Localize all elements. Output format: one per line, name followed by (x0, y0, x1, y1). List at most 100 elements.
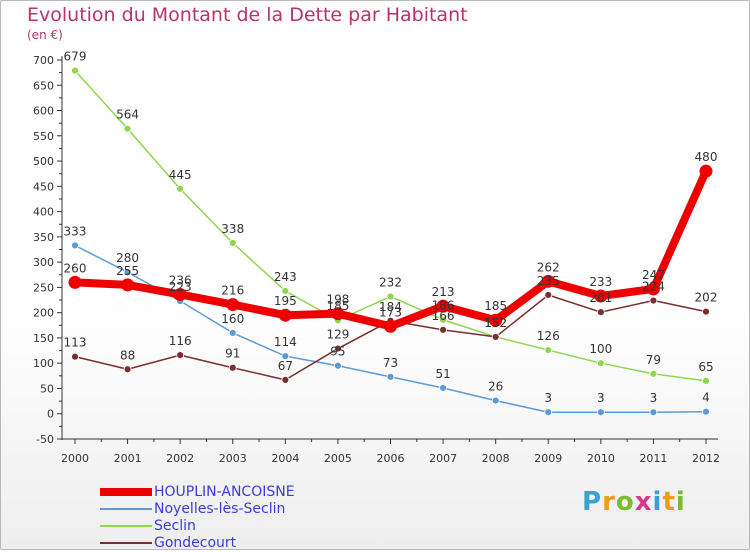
data-label: 235 (537, 274, 560, 288)
data-label: 213 (432, 285, 455, 299)
legend-item: HOUPLIN-ANCOISNE (100, 484, 295, 501)
logo-letter: i (675, 487, 686, 517)
data-point (281, 375, 290, 384)
data-point (331, 307, 345, 321)
data-point (544, 291, 553, 299)
y-tick-label: 500 (33, 155, 54, 168)
data-label: 152 (484, 316, 507, 330)
data-label: 185 (326, 299, 349, 313)
logo-letter: i (652, 487, 663, 517)
data-point (649, 408, 658, 417)
data-label: 195 (274, 294, 297, 308)
data-label: 114 (274, 335, 297, 349)
data-point (281, 287, 290, 295)
data-point (281, 352, 290, 361)
data-point (439, 384, 447, 392)
data-label: 333 (64, 224, 87, 238)
y-tick-label: 200 (33, 307, 54, 320)
logo-letter: r (602, 487, 616, 517)
legend-swatch (100, 508, 152, 510)
data-point (439, 325, 447, 334)
data-point (646, 282, 660, 296)
y-tick-label: 400 (33, 206, 54, 219)
x-tick-label: 2002 (166, 452, 194, 465)
y-tick-label: 450 (33, 180, 54, 193)
data-label: 95 (330, 345, 345, 359)
data-label: 88 (120, 348, 135, 362)
data-point (594, 289, 608, 303)
data-point (544, 346, 553, 354)
legend-item: Seclin (100, 518, 295, 535)
data-label: 480 (695, 150, 718, 164)
x-tick-label: 2003 (219, 452, 247, 465)
x-tick-label: 2000 (61, 452, 89, 465)
x-tick-label: 2004 (271, 452, 299, 465)
data-label: 260 (64, 261, 87, 275)
y-tick-label: 550 (33, 130, 54, 143)
data-label: 126 (537, 329, 560, 343)
data-point (334, 361, 342, 370)
x-tick-label: 2009 (534, 452, 562, 465)
data-label: 51 (435, 367, 450, 381)
data-point (71, 66, 79, 75)
data-label: 236 (169, 273, 192, 287)
data-label: 186 (432, 299, 455, 313)
data-point (228, 239, 237, 247)
data-label: 224 (642, 280, 665, 294)
x-tick-label: 2008 (482, 452, 510, 465)
logo-letter: x (634, 487, 653, 517)
data-label: 280 (116, 251, 139, 265)
data-point (702, 407, 710, 416)
data-label: 216 (221, 284, 244, 298)
legend-label: Seclin (154, 518, 196, 534)
data-point (123, 365, 132, 374)
x-tick-label: 2011 (639, 452, 667, 465)
data-point (491, 396, 500, 405)
data-label: 679 (64, 50, 87, 64)
y-tick-label: 650 (33, 79, 54, 92)
data-point (596, 308, 605, 317)
data-point (544, 408, 553, 417)
data-label: 262 (537, 260, 560, 274)
data-point (226, 298, 240, 312)
data-point (71, 352, 79, 361)
chart-legend: HOUPLIN-ANCOISNE Noyelles-lès-Seclin Secli… (100, 484, 295, 552)
data-label: 445 (169, 168, 192, 182)
data-label: 67 (278, 359, 293, 373)
legend-swatch (100, 525, 152, 527)
y-tick-label: 350 (33, 231, 54, 244)
data-point (123, 268, 132, 277)
data-point (228, 363, 237, 372)
x-tick-label: 2005 (324, 452, 352, 465)
data-label: 233 (589, 275, 612, 289)
data-label: 185 (484, 299, 507, 313)
logo-letter: t (662, 487, 676, 517)
x-tick-label: 2006 (377, 452, 405, 465)
y-tick-label: 100 (33, 357, 54, 370)
data-label: 184 (379, 300, 402, 314)
data-label: 100 (589, 342, 612, 356)
data-label: 91 (225, 347, 240, 361)
proxiti-logo: Proxiti (582, 487, 686, 517)
legend-item: Noyelles-lès-Seclin (100, 501, 295, 518)
data-point (596, 359, 605, 368)
data-point (649, 369, 658, 378)
data-label: 3 (597, 391, 605, 405)
legend-swatch (100, 542, 152, 544)
data-point (541, 274, 555, 288)
data-point (176, 184, 185, 193)
legend-item: Gondecourt (100, 535, 295, 552)
data-point (384, 319, 397, 333)
data-point (702, 307, 710, 316)
data-point (176, 351, 185, 360)
chart-title: Evolution du Montant de la Dette par Hab… (27, 4, 468, 26)
data-point (596, 408, 605, 417)
x-tick-label: 2001 (114, 452, 142, 465)
logo-letter: P (582, 487, 603, 517)
data-point (278, 308, 292, 322)
x-tick-label: 2012 (692, 452, 720, 465)
data-point (123, 124, 132, 133)
data-label: 160 (221, 312, 244, 326)
x-tick-label: 2007 (429, 452, 457, 465)
